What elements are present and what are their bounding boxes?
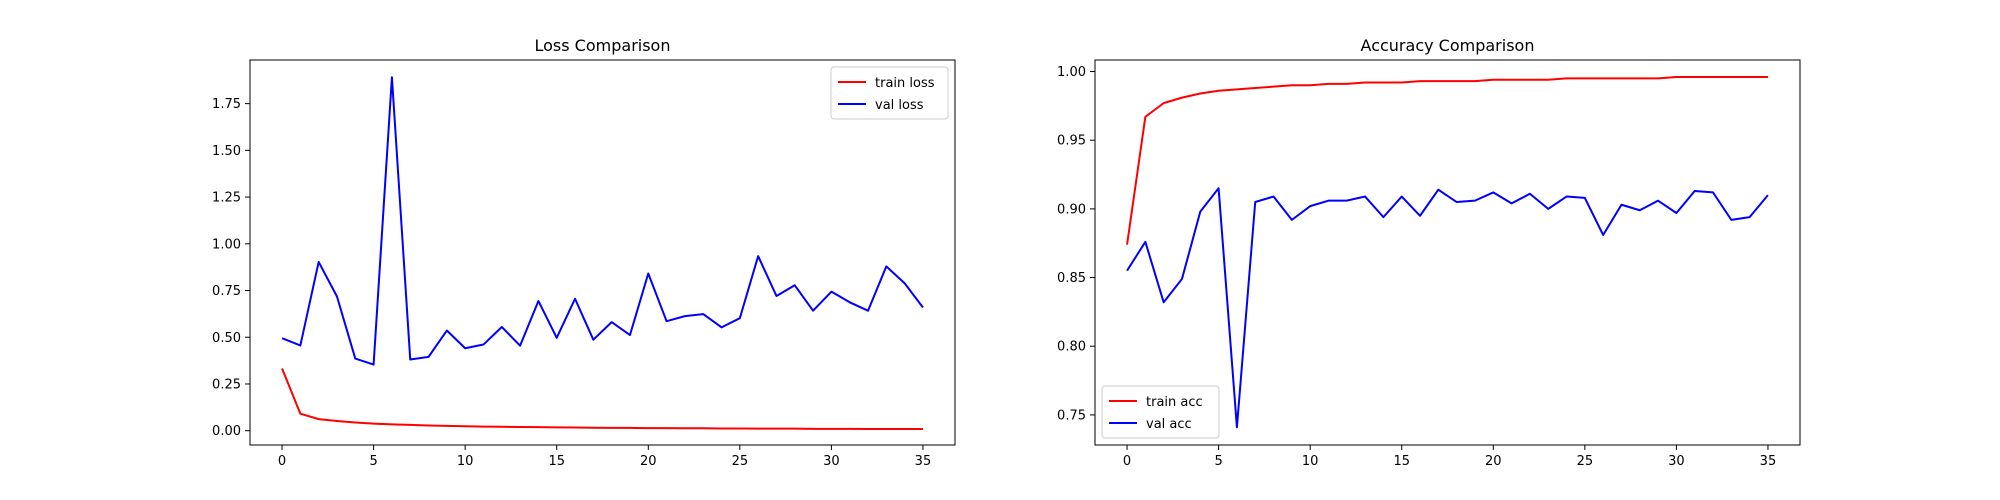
loss-legend-label: train loss	[875, 76, 935, 91]
accuracy-comparison-chart: Accuracy Comparison 0 5 10 15 20 25 30 35 0.75 0.…	[1057, 36, 1801, 469]
loss-y-tick-label: 1.25	[212, 191, 241, 206]
loss-y-tick-label: 0.25	[212, 377, 241, 392]
acc-y-tick-label: 0.85	[1057, 271, 1086, 286]
acc-y-tick-label: 1.00	[1057, 65, 1086, 80]
acc-x-tick-label: 35	[1760, 454, 1777, 469]
loss-y-tick-label: 0.50	[212, 331, 241, 346]
loss-y-tick-label: 1.00	[212, 237, 241, 252]
loss-series-train-loss	[281, 368, 923, 431]
loss-x-tick-label: 0	[278, 454, 286, 469]
acc-legend: train acc val acc	[1101, 385, 1220, 439]
acc-legend-label: train acc	[1146, 395, 1203, 410]
acc-y-tick-label: 0.95	[1057, 134, 1086, 149]
loss-series-val-loss	[281, 76, 924, 366]
acc-series-val-acc	[1126, 187, 1769, 429]
acc-y-tick-label: 0.80	[1057, 340, 1086, 355]
loss-x-tick-label: 20	[640, 454, 657, 469]
loss-axes-frame	[249, 59, 956, 446]
acc-x-tick-label: 15	[1393, 454, 1410, 469]
acc-legend-label: val acc	[1146, 417, 1192, 432]
acc-x-tick-label: 20	[1485, 454, 1502, 469]
loss-legend-box	[830, 66, 949, 120]
loss-x-tick-label: 15	[548, 454, 565, 469]
loss-legend-label: val loss	[875, 98, 924, 113]
acc-x-tick-label: 5	[1214, 454, 1222, 469]
loss-x-tick-label: 35	[915, 454, 932, 469]
acc-legend-box	[1101, 385, 1220, 439]
acc-y-tick-label: 0.90	[1057, 202, 1086, 217]
acc-axes-frame	[1094, 59, 1801, 446]
loss-y-tick-label: 1.50	[212, 144, 241, 159]
acc-x-tick-label: 10	[1302, 454, 1319, 469]
loss-comparison-chart: Loss Comparison 0 5 10 15 20 25 30 35 0.00 0.25 0.…	[212, 36, 956, 469]
loss-y-tick-label: 0.00	[212, 424, 241, 439]
loss-x-tick-label: 5	[369, 454, 377, 469]
acc-x-tick-label: 25	[1577, 454, 1594, 469]
loss-x-tick-label: 10	[457, 454, 474, 469]
acc-x-tick-label: 30	[1668, 454, 1685, 469]
loss-y-tick-label: 0.75	[212, 284, 241, 299]
acc-x-tick-label: 0	[1123, 454, 1131, 469]
loss-x-tick-label: 25	[732, 454, 749, 469]
loss-chart-title: Loss Comparison	[535, 36, 671, 55]
loss-x-tick-label: 30	[823, 454, 840, 469]
loss-legend: train loss val loss	[830, 66, 949, 120]
loss-y-tick-label: 1.75	[212, 97, 241, 112]
acc-series-train-acc	[1126, 76, 1768, 245]
accuracy-chart-title: Accuracy Comparison	[1361, 36, 1535, 55]
acc-y-tick-label: 0.75	[1057, 408, 1086, 423]
